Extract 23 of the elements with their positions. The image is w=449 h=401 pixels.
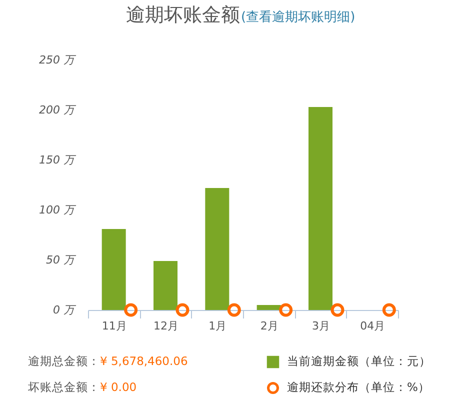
x-tick-label: 04月	[360, 320, 386, 332]
y-tick-label: 150 万	[39, 154, 76, 166]
legend-label: 逾期还款分布（单位：%）	[287, 380, 430, 394]
legend-label: 当前逾期金额（单位：元）	[287, 354, 431, 368]
y-tick-label: 50 万	[46, 254, 76, 266]
bar	[308, 107, 332, 310]
y-tick-label: 200 万	[39, 104, 76, 116]
text: 逾期总金额：¥ 5,678,460.06	[28, 354, 188, 368]
x-tick-label: 11月	[102, 320, 127, 332]
x-tick-label: 2月	[260, 320, 278, 332]
chart-title: 逾期坏账金额	[126, 4, 240, 26]
bar	[205, 188, 230, 310]
x-tick-label: 1月	[208, 320, 227, 332]
bar	[256, 305, 281, 310]
chart-subtitle: (查看逾期坏账明细)	[241, 10, 356, 25]
x-tick-label: 12月	[154, 320, 178, 332]
bar	[102, 229, 126, 310]
y-tick-label: 250 万	[39, 54, 76, 66]
text: 坏账总金额：¥ 0.00	[27, 380, 137, 394]
bar	[154, 261, 178, 310]
x-tick-label: 3月	[312, 320, 330, 332]
y-tick-label: 0 万	[53, 304, 76, 316]
y-tick-label: 100 万	[39, 204, 76, 216]
